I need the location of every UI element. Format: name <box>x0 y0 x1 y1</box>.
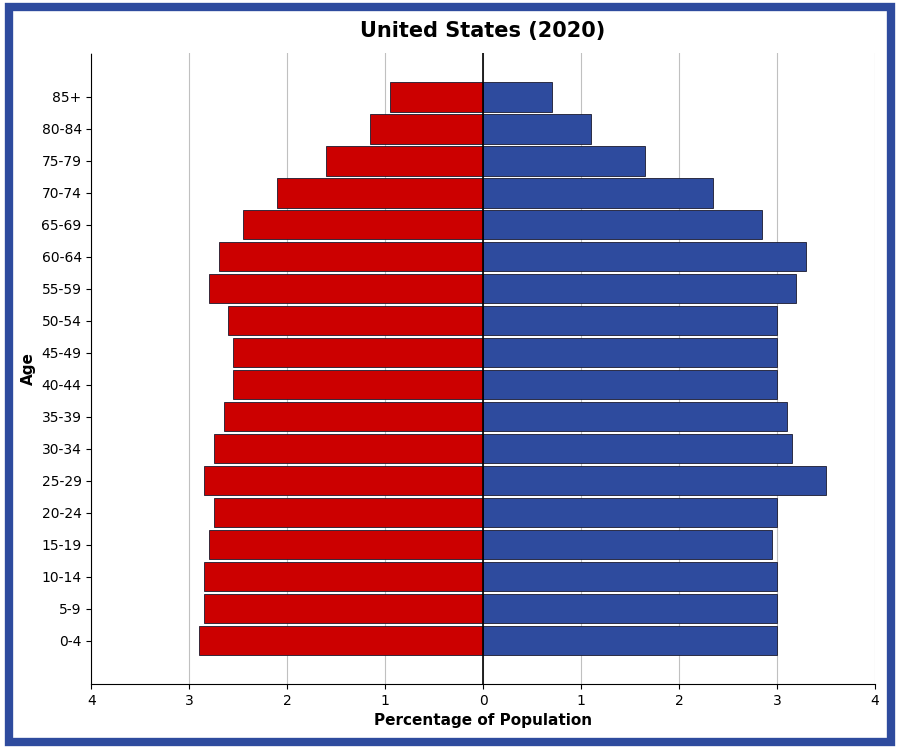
Bar <box>483 274 796 303</box>
Bar <box>204 466 483 495</box>
Bar <box>483 434 792 464</box>
Bar <box>483 82 552 112</box>
X-axis label: Percentage of Population: Percentage of Population <box>374 713 592 728</box>
Bar <box>483 626 777 655</box>
Bar <box>233 338 483 368</box>
Bar <box>483 338 777 368</box>
Bar <box>233 370 483 399</box>
Bar <box>483 210 762 240</box>
Bar <box>229 306 483 336</box>
Bar <box>483 178 713 207</box>
Bar <box>371 114 483 144</box>
Title: United States (2020): United States (2020) <box>361 21 606 41</box>
Bar <box>219 242 483 271</box>
Bar <box>483 306 777 336</box>
Bar <box>483 466 826 495</box>
Bar <box>204 594 483 623</box>
Bar <box>483 402 787 431</box>
Bar <box>243 210 483 240</box>
Bar <box>483 370 777 399</box>
Bar <box>483 242 806 271</box>
Bar <box>483 498 777 527</box>
Bar <box>483 146 644 175</box>
Bar <box>214 434 483 464</box>
Bar <box>204 562 483 591</box>
Bar <box>483 114 590 144</box>
Bar <box>199 626 483 655</box>
Bar <box>483 562 777 591</box>
Bar <box>277 178 483 207</box>
Bar <box>390 82 483 112</box>
Y-axis label: Age: Age <box>21 352 36 385</box>
Bar <box>209 530 483 560</box>
Bar <box>483 594 777 623</box>
Bar <box>209 274 483 303</box>
Bar <box>483 530 772 560</box>
Bar <box>327 146 483 175</box>
Bar <box>214 498 483 527</box>
Bar <box>223 402 483 431</box>
